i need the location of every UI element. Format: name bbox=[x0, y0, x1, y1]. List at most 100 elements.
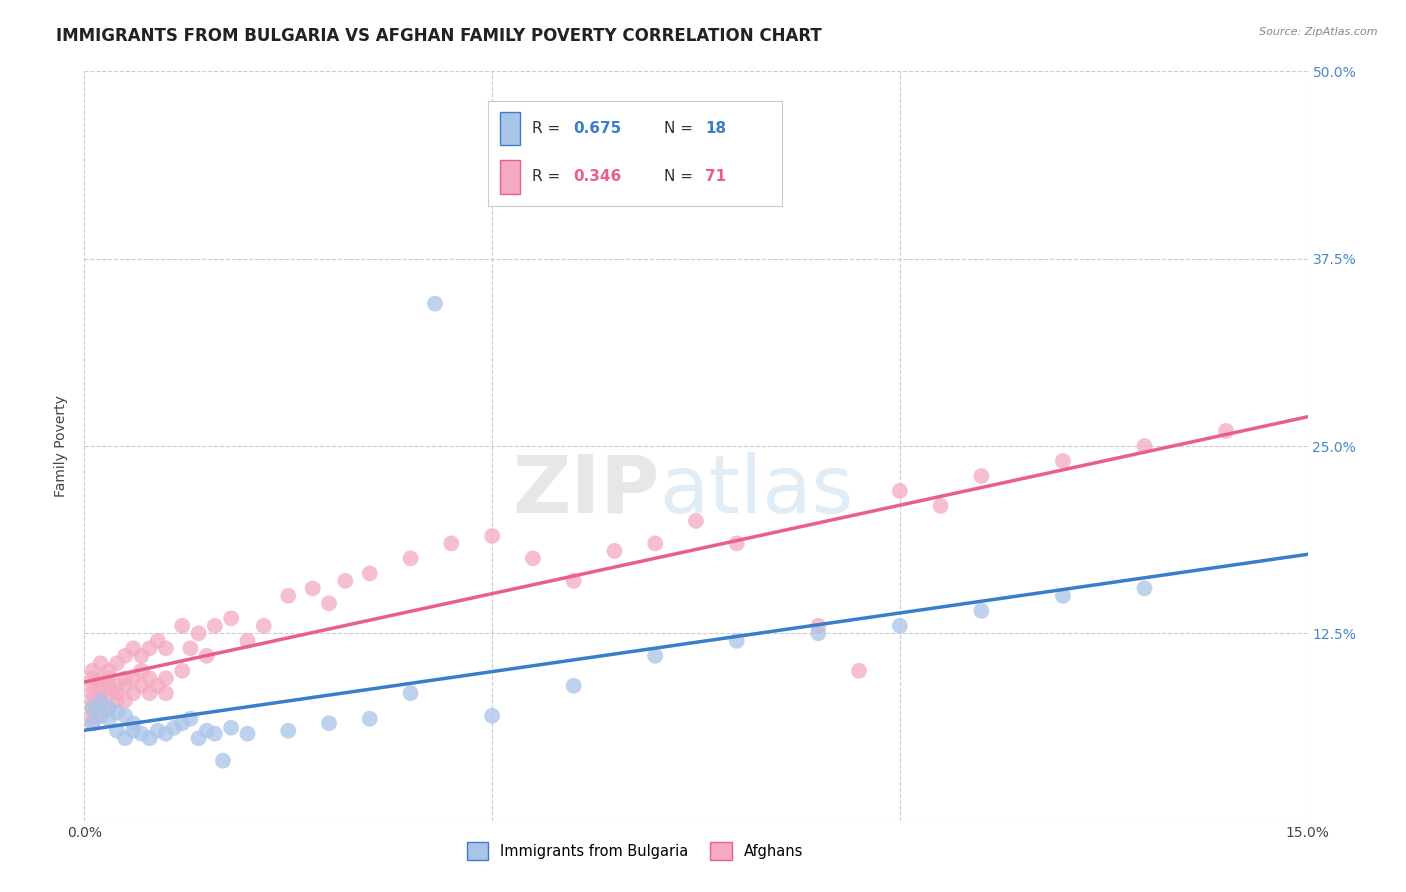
Point bbox=[970, 604, 993, 618]
Point bbox=[97, 671, 120, 685]
Point bbox=[105, 723, 128, 738]
Point bbox=[131, 648, 153, 663]
Point bbox=[105, 686, 128, 700]
Point bbox=[138, 686, 160, 700]
Point bbox=[138, 731, 160, 746]
Point bbox=[114, 708, 136, 723]
Point bbox=[970, 469, 993, 483]
Point bbox=[848, 664, 870, 678]
Point bbox=[122, 641, 145, 656]
Point bbox=[163, 721, 186, 735]
Point bbox=[481, 529, 503, 543]
Point bbox=[236, 633, 259, 648]
Point bbox=[219, 721, 242, 735]
Point bbox=[1052, 454, 1074, 468]
Point bbox=[146, 723, 169, 738]
Point bbox=[277, 589, 299, 603]
Point bbox=[131, 664, 153, 678]
Point bbox=[114, 648, 136, 663]
Point bbox=[481, 708, 503, 723]
Point bbox=[301, 582, 323, 596]
Point bbox=[399, 551, 422, 566]
Point bbox=[90, 671, 112, 685]
Point bbox=[644, 648, 666, 663]
Point bbox=[253, 619, 276, 633]
Point bbox=[82, 716, 104, 731]
Point bbox=[187, 731, 209, 746]
Point bbox=[172, 619, 194, 633]
Point bbox=[155, 671, 177, 685]
Point bbox=[82, 701, 104, 715]
Point bbox=[90, 708, 112, 723]
Point bbox=[90, 686, 112, 700]
Point bbox=[399, 686, 422, 700]
Point bbox=[277, 723, 299, 738]
Point bbox=[82, 694, 104, 708]
Point bbox=[82, 716, 104, 731]
Point bbox=[685, 514, 707, 528]
Point bbox=[105, 679, 128, 693]
Point bbox=[1052, 589, 1074, 603]
Point bbox=[219, 611, 242, 625]
Point bbox=[187, 626, 209, 640]
Point bbox=[359, 712, 381, 726]
Point bbox=[1133, 582, 1156, 596]
Point bbox=[138, 641, 160, 656]
Point bbox=[195, 648, 218, 663]
Point bbox=[122, 716, 145, 731]
Point bbox=[195, 723, 218, 738]
Point bbox=[440, 536, 463, 550]
Y-axis label: Family Poverty: Family Poverty bbox=[55, 395, 69, 497]
Point bbox=[204, 727, 226, 741]
Point bbox=[122, 671, 145, 685]
Point bbox=[105, 706, 128, 720]
Point bbox=[97, 686, 120, 700]
Point bbox=[146, 679, 169, 693]
Point bbox=[155, 727, 177, 741]
Text: Source: ZipAtlas.com: Source: ZipAtlas.com bbox=[1260, 27, 1378, 37]
Point bbox=[1133, 439, 1156, 453]
Point bbox=[725, 536, 748, 550]
Point bbox=[105, 694, 128, 708]
Point bbox=[423, 296, 446, 310]
Point bbox=[82, 708, 104, 723]
Point bbox=[318, 596, 340, 610]
Text: IMMIGRANTS FROM BULGARIA VS AFGHAN FAMILY POVERTY CORRELATION CHART: IMMIGRANTS FROM BULGARIA VS AFGHAN FAMIL… bbox=[56, 27, 823, 45]
Point bbox=[97, 712, 120, 726]
Point bbox=[236, 727, 259, 741]
Point bbox=[318, 716, 340, 731]
Point bbox=[155, 641, 177, 656]
Point bbox=[90, 694, 112, 708]
Text: atlas: atlas bbox=[659, 452, 853, 530]
Point bbox=[90, 679, 112, 693]
Point bbox=[562, 574, 585, 588]
Text: ZIP: ZIP bbox=[512, 452, 659, 530]
Point bbox=[1215, 424, 1237, 438]
Point bbox=[172, 664, 194, 678]
Point bbox=[522, 551, 544, 566]
Point bbox=[97, 701, 120, 715]
Point bbox=[114, 671, 136, 685]
Point bbox=[82, 679, 104, 693]
Point bbox=[82, 701, 104, 715]
Point bbox=[131, 727, 153, 741]
Point bbox=[725, 633, 748, 648]
Point bbox=[807, 626, 830, 640]
Point bbox=[212, 754, 235, 768]
Point bbox=[82, 686, 104, 700]
Point bbox=[359, 566, 381, 581]
Point bbox=[97, 664, 120, 678]
Point bbox=[97, 701, 120, 715]
Point bbox=[114, 694, 136, 708]
Point bbox=[179, 712, 201, 726]
Point bbox=[889, 483, 911, 498]
Point bbox=[603, 544, 626, 558]
Point bbox=[114, 731, 136, 746]
Point bbox=[155, 686, 177, 700]
Legend: Immigrants from Bulgaria, Afghans: Immigrants from Bulgaria, Afghans bbox=[461, 837, 808, 866]
Point bbox=[122, 686, 145, 700]
Point bbox=[131, 679, 153, 693]
Point bbox=[105, 657, 128, 671]
Point bbox=[889, 619, 911, 633]
Point bbox=[807, 619, 830, 633]
